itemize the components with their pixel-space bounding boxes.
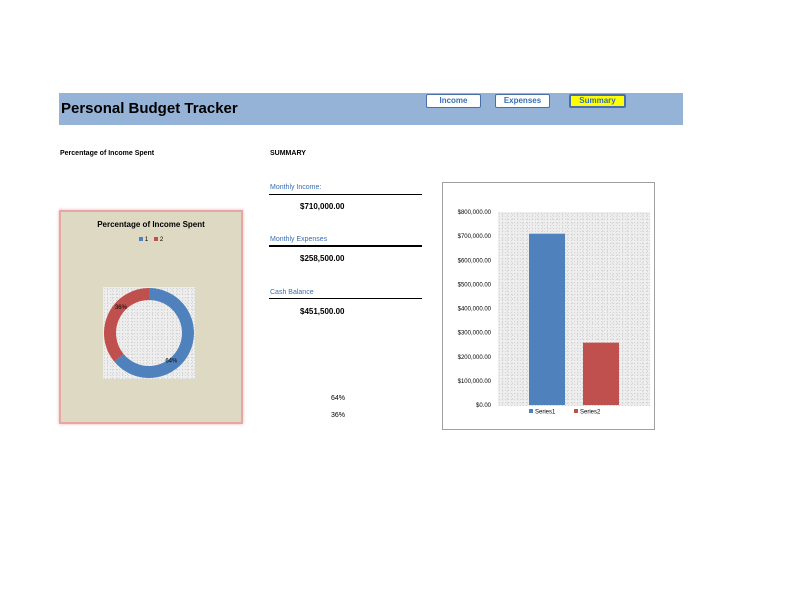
monthly-expenses-label: Monthly Expenses xyxy=(270,236,328,243)
donut-legend-label-2: 2 xyxy=(159,237,164,243)
tab-summary[interactable]: Summary xyxy=(569,94,626,108)
percent-spent-value: 64% xyxy=(331,395,346,402)
donut-chart: 64% 36% xyxy=(104,288,194,378)
bar-chart-panel[interactable]: $0.00 $100,000.00 $200,000.00 $300,000.00 $4… xyxy=(442,182,655,430)
monthly-expenses-underline xyxy=(269,245,422,247)
monthly-expenses-value: $258,500.00 xyxy=(300,254,345,263)
cash-balance-underline xyxy=(269,298,422,299)
donut-chart-title: Percentage of Income Spent xyxy=(97,220,205,229)
tab-expenses[interactable]: Expenses xyxy=(495,94,550,108)
bar-ytick-label: $800,000.00 xyxy=(458,210,492,216)
monthly-income-value: $710,000.00 xyxy=(300,202,345,211)
page-title: Personal Budget Tracker xyxy=(61,100,238,117)
donut-data-label-2: 36% xyxy=(115,305,128,311)
bar-ytick-label: $500,000.00 xyxy=(458,282,492,288)
monthly-income-label: Monthly Income: xyxy=(270,184,322,191)
bar-ytick-label: $200,000.00 xyxy=(458,355,492,361)
donut-legend: 1 2 xyxy=(61,237,241,243)
bar-legend-swatch-1 xyxy=(529,409,533,413)
bar-ytick-label: $300,000.00 xyxy=(458,331,492,337)
donut-slice-2[interactable] xyxy=(104,288,150,362)
bar-chart: $0.00 $100,000.00 $200,000.00 $300,000.00 $4… xyxy=(458,210,650,416)
cash-balance-label: Cash Balance xyxy=(270,289,314,296)
donut-legend-label-1: 1 xyxy=(144,237,149,243)
monthly-income-underline xyxy=(269,194,422,195)
donut-slice-1[interactable] xyxy=(114,288,194,378)
donut-plot-area: 64% 36% xyxy=(103,287,195,379)
bar-legend-swatch-2 xyxy=(574,409,578,413)
bar-series2[interactable] xyxy=(583,342,619,405)
bar-legend-label-1: Series1 xyxy=(535,410,556,416)
bar-ytick-label: $400,000.00 xyxy=(458,307,492,313)
summary-heading: SUMMARY xyxy=(270,150,306,157)
bar-series1[interactable] xyxy=(529,233,565,405)
bar-ytick-label: $0.00 xyxy=(476,403,492,409)
tab-income[interactable]: Income xyxy=(426,94,481,108)
bar-ytick-label: $600,000.00 xyxy=(458,258,492,264)
bar-ytick-label: $700,000.00 xyxy=(458,234,492,240)
bar-legend-label-2: Series2 xyxy=(580,410,601,416)
donut-data-label-1: 64% xyxy=(165,358,178,364)
percent-remaining-value: 36% xyxy=(331,412,346,419)
bar-ytick-label: $100,000.00 xyxy=(458,379,492,385)
donut-legend-item-1: 1 xyxy=(138,237,149,243)
donut-legend-item-2: 2 xyxy=(153,237,164,243)
percentage-section-label: Percentage of Income Spent xyxy=(60,150,155,157)
donut-chart-panel[interactable]: Percentage of Income Spent 1 2 64% 36% xyxy=(59,210,243,424)
cash-balance-value: $451,500.00 xyxy=(300,307,345,316)
